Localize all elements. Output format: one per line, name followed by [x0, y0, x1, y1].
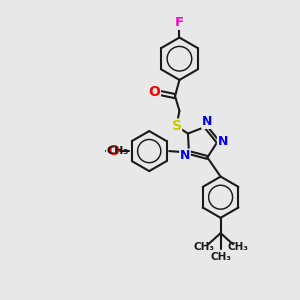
Text: CH₃: CH₃ — [210, 252, 231, 262]
Text: O: O — [148, 85, 160, 99]
Text: CH₃: CH₃ — [227, 242, 248, 252]
Text: N: N — [218, 135, 228, 148]
Text: CH₃: CH₃ — [193, 242, 214, 252]
Text: N: N — [180, 149, 190, 162]
Text: CH₃: CH₃ — [106, 146, 128, 156]
Text: O: O — [107, 144, 118, 158]
Text: S: S — [172, 119, 182, 133]
Text: F: F — [175, 16, 184, 29]
Text: N: N — [202, 116, 212, 128]
